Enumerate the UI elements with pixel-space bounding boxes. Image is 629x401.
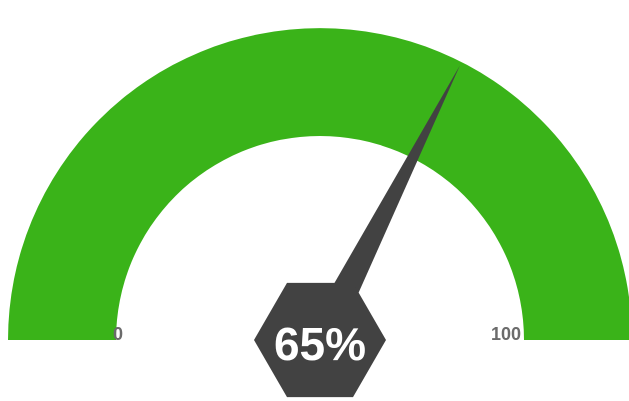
gauge-min-label: 0	[113, 324, 123, 344]
gauge-value-label: 65%	[274, 318, 366, 370]
gauge-hub-hexagon	[254, 282, 386, 398]
gauge-needle	[305, 65, 460, 348]
gauge-max-label: 100	[491, 324, 521, 344]
gauge-arc	[8, 28, 629, 340]
